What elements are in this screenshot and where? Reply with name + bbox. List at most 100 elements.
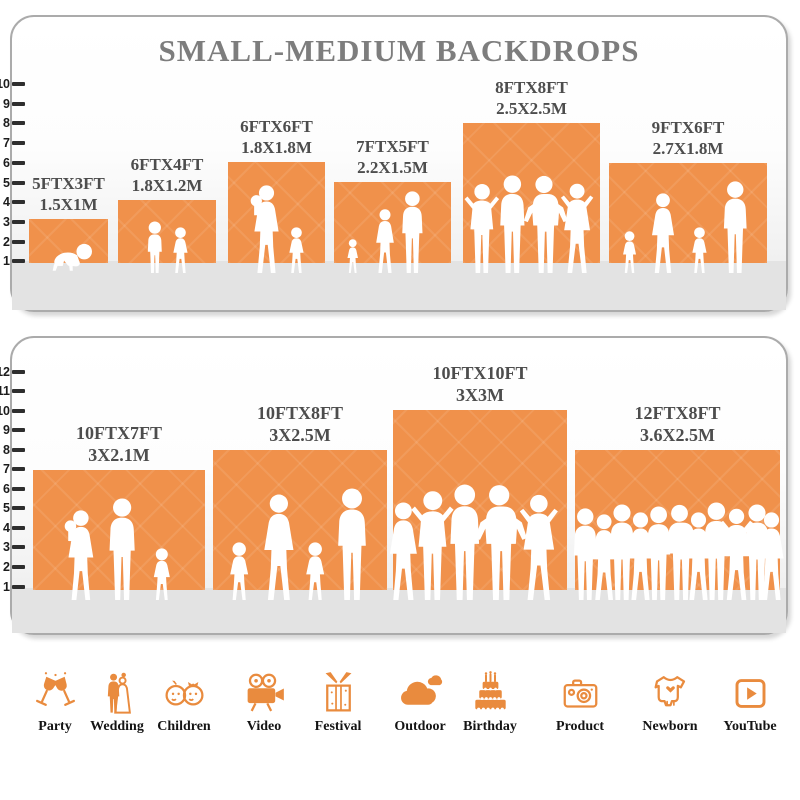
- ruler-number: 9: [3, 423, 10, 438]
- backdrop-size-m: 2.5X2.5M: [496, 98, 567, 118]
- person-silhouette: [514, 494, 564, 600]
- page-title: SMALL-MEDIUM BACKDROPS: [158, 33, 640, 68]
- person-silhouette: [648, 193, 678, 273]
- category-party: Party: [10, 664, 100, 735]
- backdrop-label: 6FTX6FT 1.8X1.8M: [167, 117, 387, 158]
- backdrop-size-m: 1.8X1.8M: [241, 137, 312, 157]
- category-children: Children: [139, 664, 229, 735]
- backdrop-size-m: 3X2.5M: [269, 424, 331, 445]
- backdrop-label: 9FTX6FT 2.7X1.8M: [578, 118, 798, 159]
- category-label: Party: [38, 719, 72, 734]
- backdrop-label: 6FTX4FT 1.8X1.2M: [57, 155, 277, 196]
- ruler-tick: [12, 545, 25, 550]
- category-birthday: Birthday: [445, 664, 535, 735]
- backdrop-size-ft: 10FTX10FT: [432, 363, 528, 383]
- category-youtube: YouTube: [705, 664, 795, 735]
- youtube-icon: [705, 664, 795, 716]
- backdrop-label: 12FTX8FT 3.6X2.5M: [568, 403, 788, 447]
- product-icon: [535, 664, 625, 716]
- ruler-tick: [12, 428, 25, 433]
- ruler-tick: [12, 506, 25, 511]
- person-silhouette: [755, 512, 788, 600]
- person-silhouette: [226, 542, 252, 600]
- category-label: Newborn: [642, 719, 698, 734]
- person-silhouette: [331, 488, 373, 600]
- ruler-number: 7: [3, 136, 10, 151]
- ruler-tick: [12, 180, 25, 185]
- backdrop-5ftx3ft: [29, 219, 108, 263]
- person-silhouette: [170, 227, 191, 273]
- backdrop-size-m: 2.2X1.5M: [357, 157, 428, 177]
- category-label: Festival: [314, 719, 362, 734]
- category-label: Outdoor: [394, 719, 446, 734]
- person-silhouette: [150, 548, 174, 600]
- category-label: Wedding: [90, 719, 144, 734]
- ruler-number: 8: [3, 116, 10, 131]
- outdoor-icon: [375, 664, 465, 716]
- ruler-number: 3: [3, 540, 10, 555]
- person-silhouette: [397, 191, 428, 273]
- ruler-number: 1: [3, 579, 10, 594]
- backdrop-size-ft: 10FTX7FT: [75, 423, 162, 443]
- backdrop-size-ft: 6FTX6FT: [240, 117, 313, 136]
- category-label: Product: [556, 719, 604, 734]
- ruler-tick: [12, 447, 25, 452]
- category-festival: Festival: [293, 664, 383, 735]
- backdrop-size-m: 3X3M: [456, 384, 504, 405]
- backdrop-size-m: 1.5X1M: [39, 194, 98, 214]
- backdrop-6ftx4ft: [118, 200, 216, 263]
- category-product: Product: [535, 664, 625, 735]
- backdrop-size-m: 3X2.1M: [88, 444, 150, 465]
- ruler-tick: [12, 121, 25, 126]
- person-silhouette: [143, 221, 167, 273]
- category-label: YouTube: [723, 719, 777, 734]
- category-wedding: Wedding: [72, 664, 162, 735]
- person-silhouette: [103, 498, 141, 600]
- ruler-tick: [12, 564, 25, 569]
- ruler-number: 6: [3, 155, 10, 170]
- category-video: Video: [219, 664, 309, 735]
- person-silhouette: [46, 243, 93, 271]
- backdrop-size-ft: 9FTX6FT: [651, 118, 725, 137]
- ruler-number: 2: [3, 234, 10, 249]
- backdrop-label: 7FTX5FT 2.2X1.5M: [283, 137, 503, 178]
- ruler-tick: [12, 408, 25, 413]
- backdrop-9ftx6ft: [609, 163, 767, 263]
- category-label: Birthday: [463, 719, 517, 734]
- ruler-number: 8: [3, 442, 10, 457]
- backdrop-label: 10FTX10FT 3X3M: [370, 363, 590, 407]
- category-outdoor: Outdoor: [375, 664, 465, 735]
- backdrop-size-ft: 10FTX8FT: [256, 403, 343, 423]
- ruler-tick: [12, 486, 25, 491]
- backdrop-size-ft: 8FTX8FT: [495, 78, 568, 97]
- ruler-tick: [12, 101, 25, 106]
- ruler-tick: [12, 369, 25, 374]
- backdrop-size-ft: 7FTX5FT: [356, 137, 429, 156]
- backdrop-label: 10FTX8FT 3X2.5M: [190, 403, 410, 447]
- festival-icon: [293, 664, 383, 716]
- ruler-number: 6: [3, 481, 10, 496]
- ruler-number: 5: [3, 501, 10, 516]
- person-silhouette: [620, 231, 639, 273]
- wedding-icon: [72, 664, 162, 716]
- person-silhouette: [302, 542, 328, 600]
- person-silhouette: [259, 494, 299, 600]
- category-label: Video: [246, 719, 282, 734]
- ruler-number: 10: [0, 77, 10, 91]
- ruler-tick: [12, 219, 25, 224]
- backdrop-size-m: 3.6X2.5M: [640, 424, 715, 445]
- ruler-tick: [12, 525, 25, 530]
- backdrop-size-ft: 5FTX3FT: [32, 174, 105, 193]
- video-icon: [219, 664, 309, 716]
- birthday-icon: [445, 664, 535, 716]
- category-label: Children: [157, 719, 211, 734]
- person-silhouette: [64, 510, 98, 600]
- ruler-tick: [12, 82, 25, 86]
- party-icon: [10, 664, 100, 716]
- person-silhouette: [689, 227, 710, 273]
- person-silhouette: [345, 239, 360, 273]
- ruler-tick: [12, 160, 25, 165]
- person-silhouette: [286, 227, 307, 273]
- newborn-icon: [625, 664, 715, 716]
- ruler-tick: [12, 141, 25, 146]
